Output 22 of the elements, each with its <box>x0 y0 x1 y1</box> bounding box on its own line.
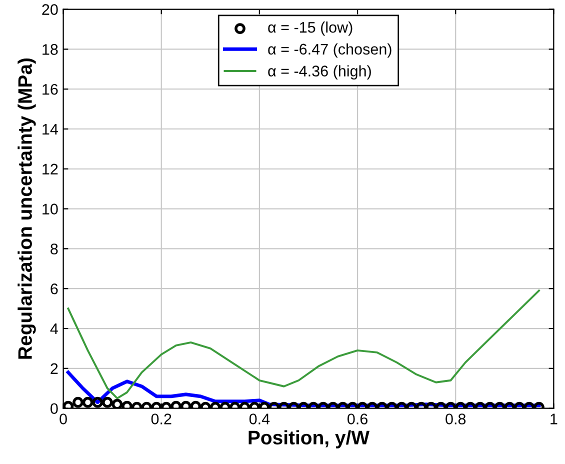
y-tick-label: 12 <box>42 164 58 174</box>
x-tick-label: 0.8 <box>446 414 466 424</box>
x-tick-label: 0.4 <box>249 414 270 424</box>
x-tick-label: 0.2 <box>151 414 172 424</box>
legend-label: α = -4.36 (high) <box>268 65 371 80</box>
y-tick-label: 4 <box>50 324 58 334</box>
y-tick-label: 6 <box>50 283 58 294</box>
y-tick-label: 2 <box>50 363 58 374</box>
y-tick-label: 0 <box>50 403 58 414</box>
y-axis-title: Regularization uncertainty (MPa) <box>18 58 36 359</box>
legend-label: α = -6.47 (chosen) <box>268 43 392 58</box>
y-tick-label: 10 <box>42 204 58 214</box>
y-tick-label: 18 <box>42 44 58 55</box>
y-tick-label: 8 <box>50 244 58 254</box>
x-tick-label: 0 <box>60 414 67 424</box>
y-tick-label: 14 <box>42 124 58 135</box>
x-axis-title: Position, y/W <box>248 430 370 448</box>
x-tick-label: 0.6 <box>348 414 368 424</box>
y-tick-label: 20 <box>42 4 58 15</box>
x-tick-label: 1 <box>550 414 558 424</box>
legend-label: α = -15 (low) <box>268 22 352 36</box>
y-tick-label: 16 <box>42 84 58 95</box>
